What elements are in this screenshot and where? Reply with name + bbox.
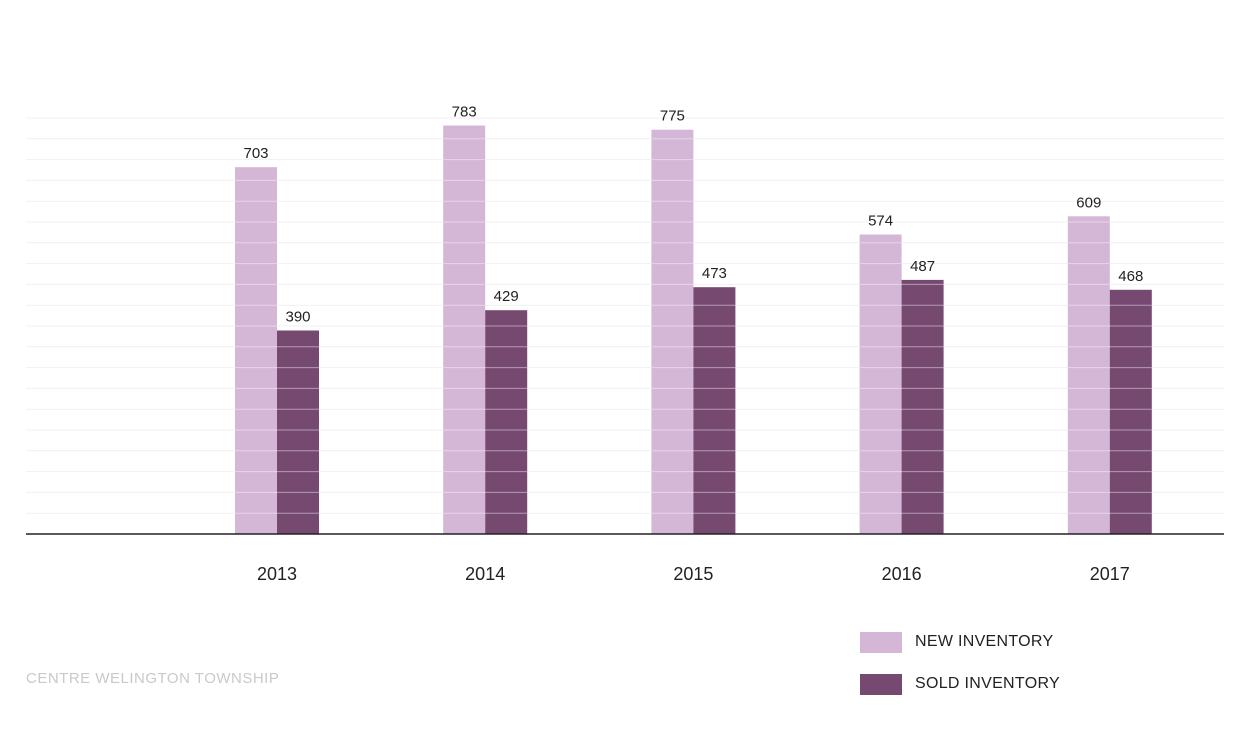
data-label-new-inventory-2015: 775 xyxy=(660,108,685,125)
bar-sold-inventory-2014 xyxy=(485,310,528,534)
bars xyxy=(235,125,1152,535)
bar-sold-inventory-2015 xyxy=(693,287,736,534)
bar-new-inventory-2014 xyxy=(443,125,486,534)
bar-new-inventory-2013 xyxy=(235,167,277,534)
legend-item-sold-inventory: SOLD INVENTORY xyxy=(860,663,1060,705)
x-tick-2015: 2015 xyxy=(673,564,713,584)
legend-swatch-new-inventory xyxy=(860,631,902,653)
x-tick-2014: 2014 xyxy=(465,564,505,584)
legend-label-sold-inventory: SOLD INVENTORY xyxy=(915,675,1060,692)
bar-sold-inventory-2013 xyxy=(277,330,319,534)
x-tick-2016: 2016 xyxy=(882,564,922,584)
data-label-sold-inventory-2015: 473 xyxy=(702,265,727,282)
bar-new-inventory-2017 xyxy=(1067,216,1110,535)
data-label-sold-inventory-2014: 429 xyxy=(494,288,519,305)
legend: NEW INVENTORY SOLD INVENTORY xyxy=(860,621,1060,705)
legend-swatch-sold-inventory xyxy=(860,673,902,695)
data-label-sold-inventory-2013: 390 xyxy=(285,309,310,326)
data-label-new-inventory-2017: 609 xyxy=(1076,194,1101,211)
bar-new-inventory-2016 xyxy=(859,234,902,534)
x-axis-tick-labels: 2013 2014 2015 2016 2017 xyxy=(257,564,1130,584)
bar-new-inventory-2015 xyxy=(651,129,694,534)
data-label-new-inventory-2013: 703 xyxy=(243,145,268,162)
data-label-sold-inventory-2017: 468 xyxy=(1118,268,1143,285)
bar-sold-inventory-2016 xyxy=(901,279,944,534)
gridlines xyxy=(26,117,1224,514)
bar-sold-inventory-2017 xyxy=(1109,289,1152,534)
source-label: CENTRE WELINGTON TOWNSHIP xyxy=(26,670,280,687)
data-label-sold-inventory-2016: 487 xyxy=(910,258,935,275)
data-label-new-inventory-2014: 783 xyxy=(452,104,477,121)
data-labels: 703 390 783 429 775 473 574 487 609 468 xyxy=(243,104,1143,326)
legend-label-new-inventory: NEW INVENTORY xyxy=(915,633,1054,650)
x-tick-2013: 2013 xyxy=(257,564,297,584)
data-label-new-inventory-2016: 574 xyxy=(868,213,893,230)
x-tick-2017: 2017 xyxy=(1090,564,1130,584)
legend-item-new-inventory: NEW INVENTORY xyxy=(860,621,1060,663)
